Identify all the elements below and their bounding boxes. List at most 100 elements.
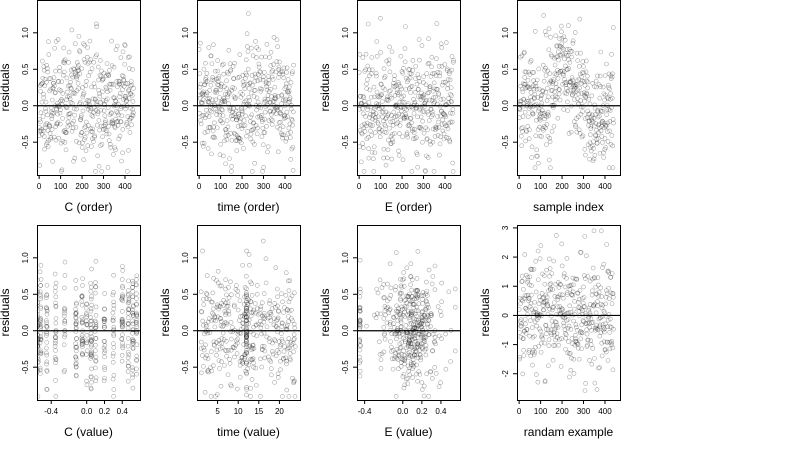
data-point	[376, 94, 382, 100]
data-point	[37, 322, 41, 328]
data-point	[282, 86, 288, 91]
data-point	[525, 77, 531, 83]
data-point	[63, 130, 68, 135]
data-point	[552, 55, 557, 61]
data-point	[119, 319, 125, 325]
data-point	[406, 352, 412, 358]
data-point	[415, 164, 420, 170]
data-point	[253, 322, 259, 328]
data-point	[128, 91, 134, 97]
data-point	[537, 312, 543, 317]
data-point	[592, 325, 598, 331]
data-point	[130, 67, 135, 72]
data-point	[561, 69, 567, 74]
data-point	[402, 357, 408, 362]
data-point	[203, 355, 208, 361]
data-point	[224, 86, 229, 91]
data-point	[272, 337, 277, 342]
data-point	[420, 95, 426, 100]
data-point	[286, 299, 292, 305]
data-point	[211, 134, 217, 140]
data-point	[86, 73, 91, 79]
data-point	[79, 145, 85, 150]
data-point	[575, 290, 580, 296]
data-point	[410, 357, 416, 362]
data-point	[599, 134, 605, 139]
data-point	[280, 69, 285, 75]
data-point	[382, 331, 388, 336]
data-point	[598, 228, 604, 234]
data-point	[423, 306, 428, 312]
data-point	[250, 343, 256, 348]
data-point	[73, 311, 79, 316]
data-point	[277, 111, 283, 116]
data-point	[109, 81, 115, 87]
data-point	[609, 74, 615, 80]
data-point	[523, 321, 528, 327]
data-point	[80, 108, 86, 114]
data-point	[134, 317, 140, 323]
data-point	[278, 342, 284, 348]
data-point	[408, 360, 414, 366]
data-point	[246, 297, 252, 303]
data-point	[368, 94, 374, 100]
data-point	[590, 265, 596, 271]
data-point	[268, 117, 274, 122]
data-point	[396, 331, 402, 336]
data-point	[601, 91, 607, 97]
data-point	[106, 72, 111, 78]
data-point	[438, 308, 443, 314]
data-point	[387, 44, 392, 50]
data-point	[588, 123, 594, 129]
data-point	[38, 283, 43, 288]
data-point	[551, 76, 557, 82]
panel-p5: -0.4 0.0 0.2 0.4-0.50.00.51.0C (value)resid…	[0, 225, 141, 439]
data-point	[578, 50, 583, 56]
data-point	[529, 144, 535, 150]
data-point	[528, 318, 533, 323]
data-point	[44, 345, 49, 351]
data-point	[276, 308, 281, 314]
x-tick-label: 200	[555, 182, 569, 191]
data-point	[243, 113, 248, 119]
data-point	[275, 93, 281, 99]
data-point	[44, 282, 50, 288]
plot-frame	[517, 0, 621, 176]
data-point	[102, 291, 107, 296]
data-point	[89, 325, 94, 330]
data-point	[586, 316, 592, 321]
data-point	[89, 336, 94, 342]
data-point	[37, 292, 43, 297]
data-point	[418, 355, 424, 360]
data-point	[415, 288, 421, 293]
data-point	[427, 139, 433, 144]
data-point	[385, 305, 391, 310]
data-point	[283, 115, 288, 121]
data-point	[572, 97, 577, 102]
data-point	[595, 282, 601, 288]
data-point	[593, 284, 599, 290]
data-point	[69, 72, 74, 78]
data-point	[79, 314, 85, 320]
data-point	[80, 338, 85, 344]
data-point	[53, 39, 59, 44]
data-point	[405, 312, 410, 318]
data-point	[522, 75, 528, 80]
data-point	[49, 113, 54, 119]
data-point	[401, 371, 407, 377]
data-point	[110, 315, 116, 321]
data-point	[543, 73, 549, 78]
data-point	[37, 350, 43, 355]
data-point	[552, 294, 558, 299]
data-point	[578, 98, 583, 103]
data-point	[439, 336, 444, 341]
data-point	[553, 319, 559, 325]
data-point	[257, 77, 263, 82]
data-point	[593, 121, 599, 126]
data-point	[412, 325, 417, 330]
data-point	[370, 123, 376, 128]
data-point	[594, 325, 599, 331]
data-point	[111, 306, 117, 312]
data-point	[218, 87, 223, 92]
data-point	[223, 127, 228, 132]
